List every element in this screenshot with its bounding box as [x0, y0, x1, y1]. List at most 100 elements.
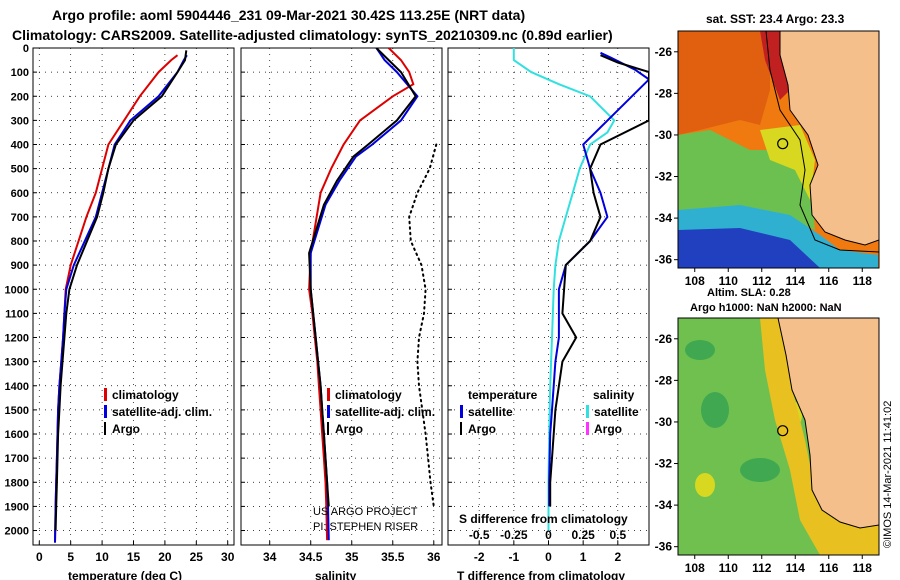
map-y-tick-label: -30	[655, 415, 673, 429]
legend-argo-label: Argo	[112, 422, 140, 436]
legend-satellite-label: satellite-adj. clim.	[335, 405, 435, 419]
salinity-legend: climatology satellite-adj. clim. Argo US…	[313, 388, 435, 533]
sst-map-field	[678, 31, 879, 268]
temperature-series	[54, 50, 188, 543]
map-x-tick-label: 112	[752, 561, 772, 575]
s-tick-label: 0.25	[571, 528, 595, 542]
legend-argo-swatch	[327, 422, 329, 435]
depth-tick-label: 0	[23, 43, 29, 55]
depth-tick-label: 1100	[5, 308, 29, 320]
sla-anomaly-3	[740, 458, 780, 482]
map-y-tick-label: -32	[655, 457, 673, 471]
map-x-tick-label: 116	[819, 274, 839, 288]
legend-sal-argo-label: Argo	[594, 422, 622, 436]
x-tick-label: 2	[614, 550, 621, 564]
depth-tick-label: 500	[11, 164, 29, 176]
sla-coastal-band	[760, 318, 879, 555]
legend-temp-argo-label: Argo	[468, 422, 496, 436]
salinity-reference-line	[408, 143, 438, 508]
depth-tick-label: 100	[11, 67, 29, 79]
difference-argo-line	[549, 54, 649, 507]
map-y-tick-label: -32	[655, 170, 673, 184]
map-x-tick-label: 108	[685, 561, 705, 575]
sst-yellow-region	[760, 125, 815, 200]
x-tick-label: 25	[190, 550, 204, 564]
depth-tick-label: 1600	[5, 429, 29, 441]
axis-layer: 0100200300400500600700800900100011001200…	[5, 43, 627, 564]
legend-climatology-label: climatology	[335, 388, 402, 402]
map-x-tick-label: 108	[685, 274, 705, 288]
depth-tick-label: 2000	[5, 526, 29, 538]
t-difference-axis-label: T difference from climatology	[457, 569, 625, 580]
legend-temperature-heading: temperature	[468, 388, 538, 402]
x-tick-label: 30	[221, 550, 235, 564]
x-tick-label: 0	[545, 550, 552, 564]
sla-anomaly-5	[695, 473, 715, 497]
legend-temp-argo-swatch	[460, 422, 462, 435]
map-x-tick-label: 118	[853, 274, 873, 288]
legend-climatology-swatch	[327, 388, 330, 401]
map-x-tick-label: 114	[786, 274, 806, 288]
depth-tick-label: 200	[11, 91, 29, 103]
x-tick-label: 0	[36, 550, 43, 564]
legend-sal-satellite-label: satellite	[594, 405, 639, 419]
map-y-tick-label: -36	[655, 540, 673, 554]
x-tick-label: 10	[95, 550, 109, 564]
map-x-tick-label: 112	[752, 274, 772, 288]
x-tick-label: 1	[580, 550, 587, 564]
depth-tick-label: 1700	[5, 453, 29, 465]
map-y-tick-label: -36	[655, 253, 673, 267]
x-tick-label: 36	[427, 550, 441, 564]
sla-anomaly-2	[701, 392, 729, 428]
sla-map-title: Altim. SLA: 0.28	[707, 287, 791, 299]
legend-sal-argo-swatch	[586, 422, 589, 435]
depth-tick-label: 1300	[5, 357, 29, 369]
depth-tick-label: 600	[11, 188, 29, 200]
x-tick-label: -2	[474, 550, 485, 564]
sst-warm-region	[678, 31, 770, 135]
map-y-tick-label: -34	[655, 211, 673, 225]
map-x-tick-label: 110	[719, 274, 739, 288]
salinity-argo-line	[308, 48, 417, 507]
temperature-legend: climatology satellite-adj. clim. Argo	[104, 388, 212, 436]
pi-annotation: PI: STEPHEN RISER	[313, 521, 418, 533]
depth-tick-label: 800	[11, 236, 29, 248]
s-tick-label: -0.25	[500, 528, 528, 542]
series-layer	[54, 48, 649, 543]
sst-blue-region	[678, 228, 820, 268]
map-x-tick-label: 118	[853, 561, 873, 575]
temperature-argo-line	[54, 50, 188, 531]
legend-climatology-swatch	[104, 388, 107, 401]
legend-argo-label: Argo	[335, 422, 363, 436]
s-tick-label: 0.5	[609, 528, 626, 542]
sla-map-field	[685, 318, 879, 555]
s-tick-label: -0.5	[469, 528, 490, 542]
isobath-1000	[765, 31, 879, 253]
map-axes: -26 -28 -30 -32 -34 -36 108 110 112 114 116 118 -26 -…	[655, 30, 880, 575]
depth-tick-label: 1900	[5, 501, 29, 513]
depth-tick-label: 300	[11, 115, 29, 127]
depth-tick-label: 1500	[5, 405, 29, 417]
legend-argo-swatch	[104, 422, 106, 435]
depth-tick-label: 1800	[5, 477, 29, 489]
sst-map	[678, 31, 879, 268]
us-argo-annotation: US ARGO PROJECT	[313, 506, 418, 518]
difference-legend: temperature salinity satellite Argo sate…	[459, 388, 639, 526]
sla-map-subtitle: Argo h1000: NaN h2000: NaN	[690, 302, 842, 314]
x-tick-label: 34.5	[299, 550, 323, 564]
map-x-tick-label: 114	[786, 561, 806, 575]
salinity-plot-frame	[240, 47, 443, 546]
depth-tick-label: 900	[11, 260, 29, 272]
legend-temp-satellite-label: satellite	[468, 405, 513, 419]
x-tick-label: 5	[67, 550, 74, 564]
x-tick-label: 34	[263, 550, 277, 564]
temperature-axis-label: temperature (deg C)	[68, 569, 182, 580]
x-tick-label: 35	[345, 550, 359, 564]
salinity-climatology-line	[308, 48, 415, 541]
map-y-tick-label: -34	[655, 498, 673, 512]
land-mass	[779, 31, 879, 246]
salinity-axis-label: salinity	[315, 569, 357, 580]
map-y-tick-label: -30	[655, 128, 673, 142]
depth-tick-label: 1400	[5, 381, 29, 393]
